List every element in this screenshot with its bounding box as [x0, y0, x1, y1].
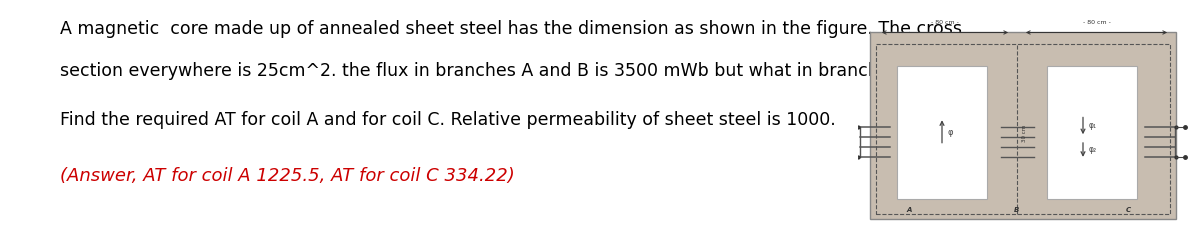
Text: φ₂: φ₂ [1090, 145, 1097, 154]
Text: Find the required AT for coil A and for coil C. Relative permeability of sheet s: Find the required AT for coil A and for … [60, 111, 836, 129]
Text: C: C [1126, 207, 1130, 213]
Text: A: A [906, 207, 912, 213]
Text: (Answer, AT for coil A 1225.5, AT for coil C 334.22): (Answer, AT for coil A 1225.5, AT for co… [60, 167, 515, 185]
Bar [898, 66, 986, 199]
Bar [876, 44, 1170, 214]
Text: - 80 cm -: - 80 cm - [931, 20, 959, 25]
Text: B: B [1014, 207, 1020, 213]
Text: φ₁: φ₁ [1090, 121, 1097, 130]
Bar [870, 32, 1176, 219]
Text: φ: φ [948, 128, 954, 138]
Text: 30 cm: 30 cm [1021, 124, 1026, 141]
Text: A magnetic  core made up of annealed sheet steel has the dimension as shown in t: A magnetic core made up of annealed shee… [60, 20, 962, 38]
Text: - 80 cm -: - 80 cm - [1082, 20, 1110, 25]
Text: section everywhere is 25cm^2. the flux in branches A and B is 3500 mWb but what : section everywhere is 25cm^2. the flux i… [60, 62, 962, 79]
Bar [1046, 66, 1138, 199]
